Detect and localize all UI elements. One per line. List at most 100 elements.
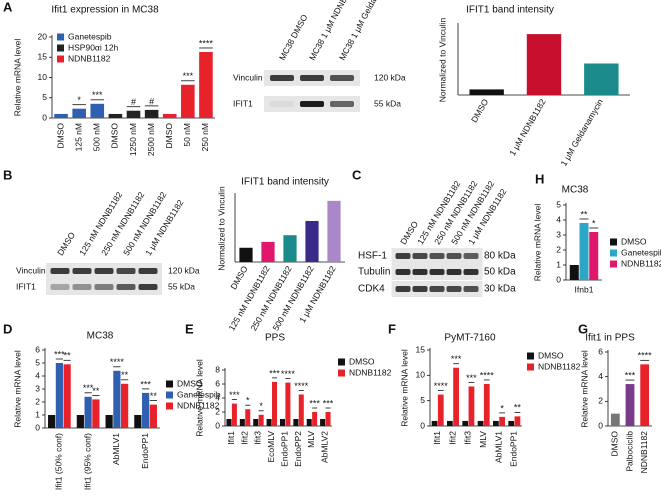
significance: ***: [451, 354, 462, 364]
y-tick-label: 1: [556, 259, 561, 269]
x-tick-label: Ifit2: [447, 431, 457, 445]
x-tick-label: Ifit1 (50% conf): [54, 433, 64, 490]
bar: [431, 420, 438, 426]
legend-label: Ganetespib: [177, 389, 221, 399]
x-tick-label: MLV: [478, 431, 488, 448]
band: [300, 101, 324, 107]
row-label: Vinculin: [233, 72, 263, 82]
lane-label: DMSO: [55, 230, 77, 257]
significance: **: [121, 370, 129, 380]
y-axis-label: Relative mRNA level: [194, 359, 204, 437]
band: [94, 284, 114, 290]
band: [412, 269, 428, 275]
legend-swatch: [610, 249, 617, 257]
legend-swatch: [338, 369, 345, 377]
bar: [121, 383, 129, 428]
bar: [90, 103, 105, 118]
bar: [76, 415, 84, 428]
bar: [226, 419, 232, 426]
bar: [610, 413, 620, 426]
significance: **: [150, 391, 158, 401]
y-axis-label: Normalized to Vinculin: [437, 18, 447, 103]
legend-label: NDNB1182: [68, 53, 111, 63]
legend-label: HSP90αi 12h: [68, 42, 119, 52]
row-label: IFIT1: [233, 98, 253, 108]
bar: [84, 396, 92, 428]
lane-label: MC38 DMSO: [277, 12, 310, 62]
significance: ****: [294, 381, 309, 391]
bar: [142, 392, 150, 428]
lane-label: MC38 1 μM Geldanamycin: [337, 0, 393, 62]
band: [395, 286, 411, 292]
bar: [92, 399, 100, 428]
bar: [312, 412, 318, 426]
bar: [245, 409, 251, 426]
y-axis-label: Relative mRNA level: [532, 204, 542, 282]
panel-label: B: [3, 167, 12, 182]
y-tick-label: 5: [420, 395, 425, 405]
y-axis-label: Relative mRNA level: [12, 350, 22, 428]
legend-swatch: [166, 402, 173, 410]
significance: ***: [140, 379, 151, 389]
x-tick-label: EcoMLV: [266, 431, 276, 463]
x-tick-label: DMSO: [228, 264, 250, 291]
significance: ****: [638, 351, 653, 361]
bar: [437, 394, 444, 426]
x-tick-label: DMSO: [110, 123, 120, 149]
chart-title: IFIT1 band intensity: [466, 5, 554, 16]
x-tick-label: DMSO: [55, 123, 65, 149]
band: [72, 268, 92, 274]
y-tick-label: 0: [556, 274, 561, 284]
bar: [305, 220, 319, 262]
legend-label: DMSO: [621, 236, 647, 246]
y-tick-label: 5: [35, 357, 40, 367]
significance: **: [64, 351, 72, 361]
y-tick-label: 2: [556, 244, 561, 254]
bar: [579, 223, 589, 280]
bar: [63, 364, 71, 428]
y-tick-label: 0: [215, 420, 220, 430]
x-tick-label: DMSO: [610, 431, 620, 457]
x-tick-label: 250 nM: [200, 123, 210, 151]
panel-label: E: [185, 321, 194, 336]
bar: [239, 247, 253, 262]
row-size: 120 kDa: [168, 265, 200, 275]
significance: ***: [309, 398, 320, 408]
band: [429, 253, 445, 259]
row-label: IFIT1: [16, 281, 36, 291]
x-tick-label: Ifit1: [226, 431, 236, 445]
band: [446, 253, 462, 259]
significance: *: [592, 218, 596, 228]
significance: ***: [466, 373, 477, 383]
bar: [640, 364, 650, 426]
x-tick-label: Ifit2: [239, 431, 249, 445]
y-tick-label: 6: [215, 378, 220, 388]
significance: ***: [323, 398, 334, 408]
panel-label: F: [388, 321, 396, 336]
band: [429, 269, 445, 275]
bar: [113, 370, 121, 428]
significance: ****: [281, 369, 296, 379]
band: [412, 286, 428, 292]
y-tick-label: 5: [556, 199, 561, 209]
band: [330, 75, 354, 81]
x-tick-label: AbMLV1: [493, 431, 503, 463]
y-axis-label: Relative mRNA level: [12, 39, 22, 117]
bar: [253, 419, 259, 426]
y-tick-label: 4: [215, 392, 220, 402]
y-tick-label: 15: [416, 344, 426, 354]
bar: [261, 241, 275, 262]
x-tick-label: Palbociclib: [624, 431, 634, 472]
y-tick-label: 4: [35, 370, 40, 380]
significance: ***: [92, 90, 103, 100]
chart-title: IFIT1 band intensity: [241, 177, 329, 188]
bar: [526, 34, 562, 95]
significance: ****: [110, 357, 125, 367]
legend-swatch: [527, 363, 534, 371]
significance: ***: [183, 71, 194, 81]
x-tick-label: EndoPP1: [140, 433, 150, 469]
x-tick-label: AbMLV2: [320, 431, 330, 463]
y-tick-label: 0: [42, 112, 47, 122]
y-tick-label: 3: [35, 383, 40, 393]
